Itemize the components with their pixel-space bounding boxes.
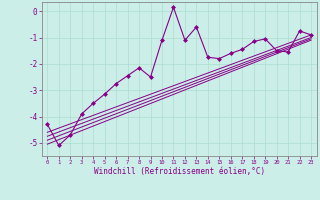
- X-axis label: Windchill (Refroidissement éolien,°C): Windchill (Refroidissement éolien,°C): [94, 167, 265, 176]
